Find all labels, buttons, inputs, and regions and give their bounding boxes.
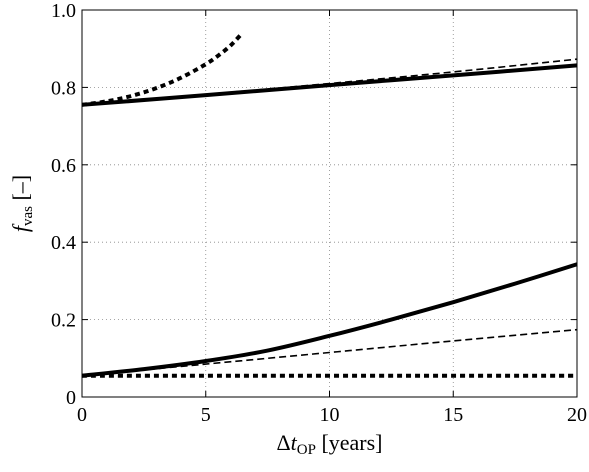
x-tick-label: 5 (201, 404, 211, 426)
x-tick-label: 20 (567, 404, 587, 426)
x-tick-label: 10 (320, 404, 340, 426)
y-tick-label: 0.6 (51, 155, 76, 177)
y-tick-label: 0 (66, 387, 76, 409)
y-tick-label: 0.2 (51, 310, 76, 332)
series-line-4 (81, 262, 578, 378)
series-lines (81, 33, 578, 378)
y-tick-labels: 0 0.2 0.4 0.6 0.8 1.0 (51, 0, 76, 409)
x-axis-label: ΔtOP [years] (276, 430, 382, 458)
x-axis-label-sub: OP (297, 442, 316, 458)
grid-lines (82, 10, 577, 397)
y-tick-label: 0.8 (51, 77, 76, 99)
series-line-5 (81, 328, 578, 377)
x-axis-label-delta: Δ (276, 430, 290, 455)
x-tick-label: 15 (443, 404, 463, 426)
y-tick-label: 0.4 (51, 232, 76, 254)
y-axis-label: fvas [–] (8, 175, 36, 232)
y-tick-label: 1.0 (51, 0, 76, 22)
y-axis-label-sub: vas (20, 206, 36, 226)
x-axis-label-unit: [years] (316, 430, 383, 455)
series-line-1 (81, 33, 242, 107)
x-tick-labels: 0 5 10 15 20 (77, 404, 587, 426)
axis-ticks (81, 9, 578, 398)
y-axis-label-var: f (8, 223, 33, 232)
x-tick-label: 0 (77, 404, 87, 426)
y-axis-label-unit: [–] (8, 175, 33, 206)
series-line-3 (81, 63, 578, 107)
x-axis-label-var: t (291, 430, 298, 455)
